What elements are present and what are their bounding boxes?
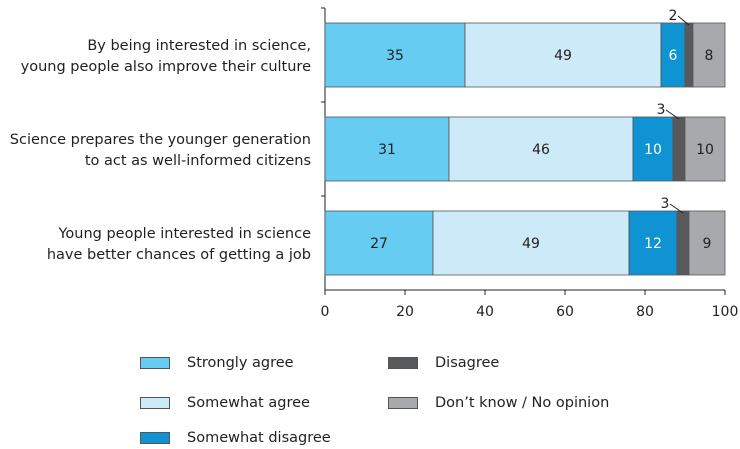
value-leader-line: [677, 15, 690, 26]
value-label: 10: [644, 142, 662, 158]
value-label: 12: [644, 236, 662, 252]
legend-item-strongly-agree: Strongly agree: [140, 352, 294, 374]
value-leader-line: [669, 203, 684, 214]
bar-segment-don-t-know-no-opinion: [692, 22, 726, 88]
value-label: 31: [378, 142, 396, 158]
bar-segment-don-t-know-no-opinion: [688, 210, 726, 276]
bar-segment-disagree: [672, 116, 686, 182]
bar-segment-somewhat-disagree: [632, 116, 674, 182]
stacked-bar-chart: 0 20 40 60 80 100 By being interested in scien…: [10, 7, 739, 320]
legend-item-dont-know: Don’t know / No opinion: [388, 392, 609, 414]
bar-segment-disagree: [684, 22, 694, 88]
value-label: 9: [703, 236, 712, 252]
category-label: Young people interested in science: [57, 226, 311, 242]
legend-item-somewhat-disagree: Somewhat disagree: [140, 427, 331, 449]
category-label: Science prepares the younger generation: [10, 132, 311, 148]
x-tick-label: 40: [476, 304, 494, 320]
value-label: 49: [554, 48, 572, 64]
value-label: 10: [696, 142, 714, 158]
x-tick-label: 60: [556, 304, 574, 320]
legend-swatch-disagree: [388, 357, 418, 369]
legend-label-dont-know: Don’t know / No opinion: [435, 395, 610, 411]
bar-segment-strongly-agree: [324, 22, 466, 88]
category-label: young people also improve their culture: [21, 59, 311, 75]
bar-segment-strongly-agree: [324, 116, 450, 182]
category-label: have better chances of getting a job: [47, 247, 311, 263]
value-label: 2: [669, 8, 678, 24]
legend-swatch-somewhat-agree: [140, 397, 170, 409]
value-label: 3: [657, 102, 666, 118]
bar-segment-somewhat-agree: [464, 22, 662, 88]
legend-swatch-dont-know: [388, 397, 418, 409]
x-tick-label: 100: [712, 304, 739, 320]
chart-legend: Strongly agree Somewhat agree Somewhat d…: [140, 352, 700, 448]
value-label: 8: [705, 48, 714, 64]
value-label: 49: [522, 236, 540, 252]
bar-segment-disagree: [676, 210, 690, 276]
legend-item-somewhat-agree: Somewhat agree: [140, 392, 310, 414]
legend-label-strongly-agree: Strongly agree: [187, 355, 294, 371]
legend-swatch-strongly-agree: [140, 357, 170, 369]
bar-segment-don-t-know-no-opinion: [684, 116, 726, 182]
bar-segment-strongly-agree: [324, 210, 434, 276]
value-label: 3: [661, 196, 670, 212]
category-label: By being interested in science,: [87, 38, 311, 54]
value-label: 35: [386, 48, 404, 64]
x-tick-label: 80: [636, 304, 654, 320]
legend-item-disagree: Disagree: [388, 352, 499, 374]
legend-label-disagree: Disagree: [435, 355, 500, 371]
x-tick-label: 20: [396, 304, 414, 320]
legend-label-somewhat-disagree: Somewhat disagree: [187, 430, 331, 446]
bar-segment-somewhat-agree: [432, 210, 630, 276]
value-label: 27: [370, 236, 388, 252]
value-label: 6: [669, 48, 678, 64]
legend-label-somewhat-agree: Somewhat agree: [187, 395, 310, 411]
bar-segment-somewhat-agree: [448, 116, 634, 182]
x-tick-label: 0: [321, 304, 330, 320]
category-label: to act as well-informed citizens: [85, 153, 311, 169]
legend-swatch-somewhat-disagree: [140, 432, 170, 444]
bar-segment-somewhat-disagree: [628, 210, 678, 276]
value-leader-line: [665, 109, 680, 120]
value-label: 46: [532, 142, 550, 158]
